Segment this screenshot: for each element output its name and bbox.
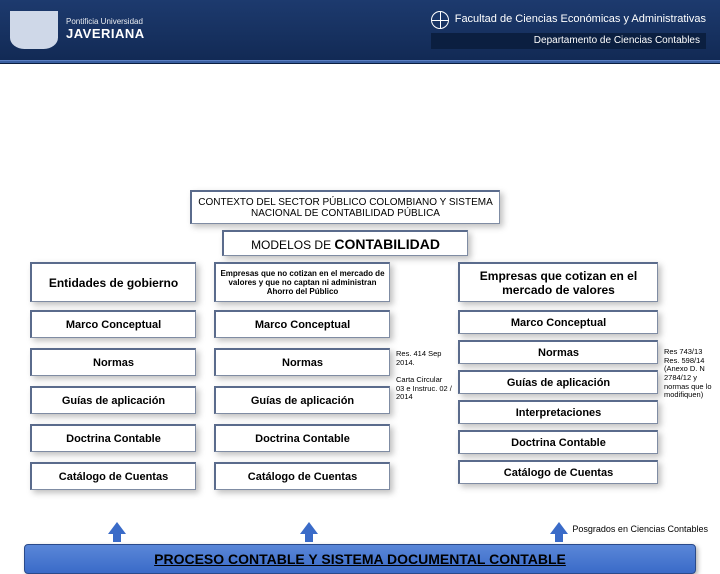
col3-row0: Marco Conceptual bbox=[458, 310, 658, 334]
col3-row1: Normas bbox=[458, 340, 658, 364]
arrow-up-2 bbox=[550, 522, 568, 534]
arrow-up-0 bbox=[108, 522, 126, 534]
page-header: Pontificia Universidad JAVERIANA Faculta… bbox=[0, 0, 720, 60]
col1-row3: Doctrina Contable bbox=[30, 424, 196, 452]
col2-row1: Normas bbox=[214, 348, 390, 376]
col3-row4: Doctrina Contable bbox=[458, 430, 658, 454]
col2-row3: Doctrina Contable bbox=[214, 424, 390, 452]
col1-row1: Normas bbox=[30, 348, 196, 376]
header-right: Facultad de Ciencias Económicas y Admini… bbox=[431, 11, 720, 49]
faculty-name: Facultad de Ciencias Económicas y Admini… bbox=[455, 12, 706, 27]
university-shield-icon bbox=[10, 11, 58, 49]
col1-row4: Catálogo de Cuentas bbox=[30, 462, 196, 490]
arrow-up-1 bbox=[300, 522, 318, 534]
col2-head: Empresas que no cotizan en el mercado de… bbox=[214, 262, 390, 302]
col3-row5: Catálogo de Cuentas bbox=[458, 460, 658, 484]
col2-row0: Marco Conceptual bbox=[214, 310, 390, 338]
col1-head: Entidades de gobierno bbox=[30, 262, 196, 302]
university-line2: JAVERIANA bbox=[66, 27, 145, 41]
col1-row2: Guías de aplicación bbox=[30, 386, 196, 414]
department-name: Departamento de Ciencias Contables bbox=[431, 33, 706, 49]
col2-row2: Guías de aplicación bbox=[214, 386, 390, 414]
bottom-process-bar: PROCESO CONTABLE Y SISTEMA DOCUMENTAL CO… bbox=[24, 544, 696, 574]
footer-text: Posgrados en Ciencias Contables bbox=[572, 524, 708, 534]
globe-icon bbox=[431, 11, 449, 29]
university-name: Pontificia Universidad JAVERIANA bbox=[66, 18, 145, 41]
col2-row4: Catálogo de Cuentas bbox=[214, 462, 390, 490]
note-left: Res. 414 Sep 2014. Carta Circular 03 e I… bbox=[396, 350, 452, 402]
note-right: Res 743/13 Res. 598/14 (Anexo D. N 2784/… bbox=[664, 348, 716, 400]
col3-head: Empresas que cotizan en el mercado de va… bbox=[458, 262, 658, 302]
col3-row3: Interpretaciones bbox=[458, 400, 658, 424]
context-box: CONTEXTO DEL SECTOR PÚBLICO COLOMBIANO Y… bbox=[190, 190, 500, 224]
col1-row0: Marco Conceptual bbox=[30, 310, 196, 338]
university-line1: Pontificia Universidad bbox=[66, 18, 145, 27]
models-box: MODELOS DE CONTABILIDAD bbox=[222, 230, 468, 256]
col3-row2: Guías de aplicación bbox=[458, 370, 658, 394]
